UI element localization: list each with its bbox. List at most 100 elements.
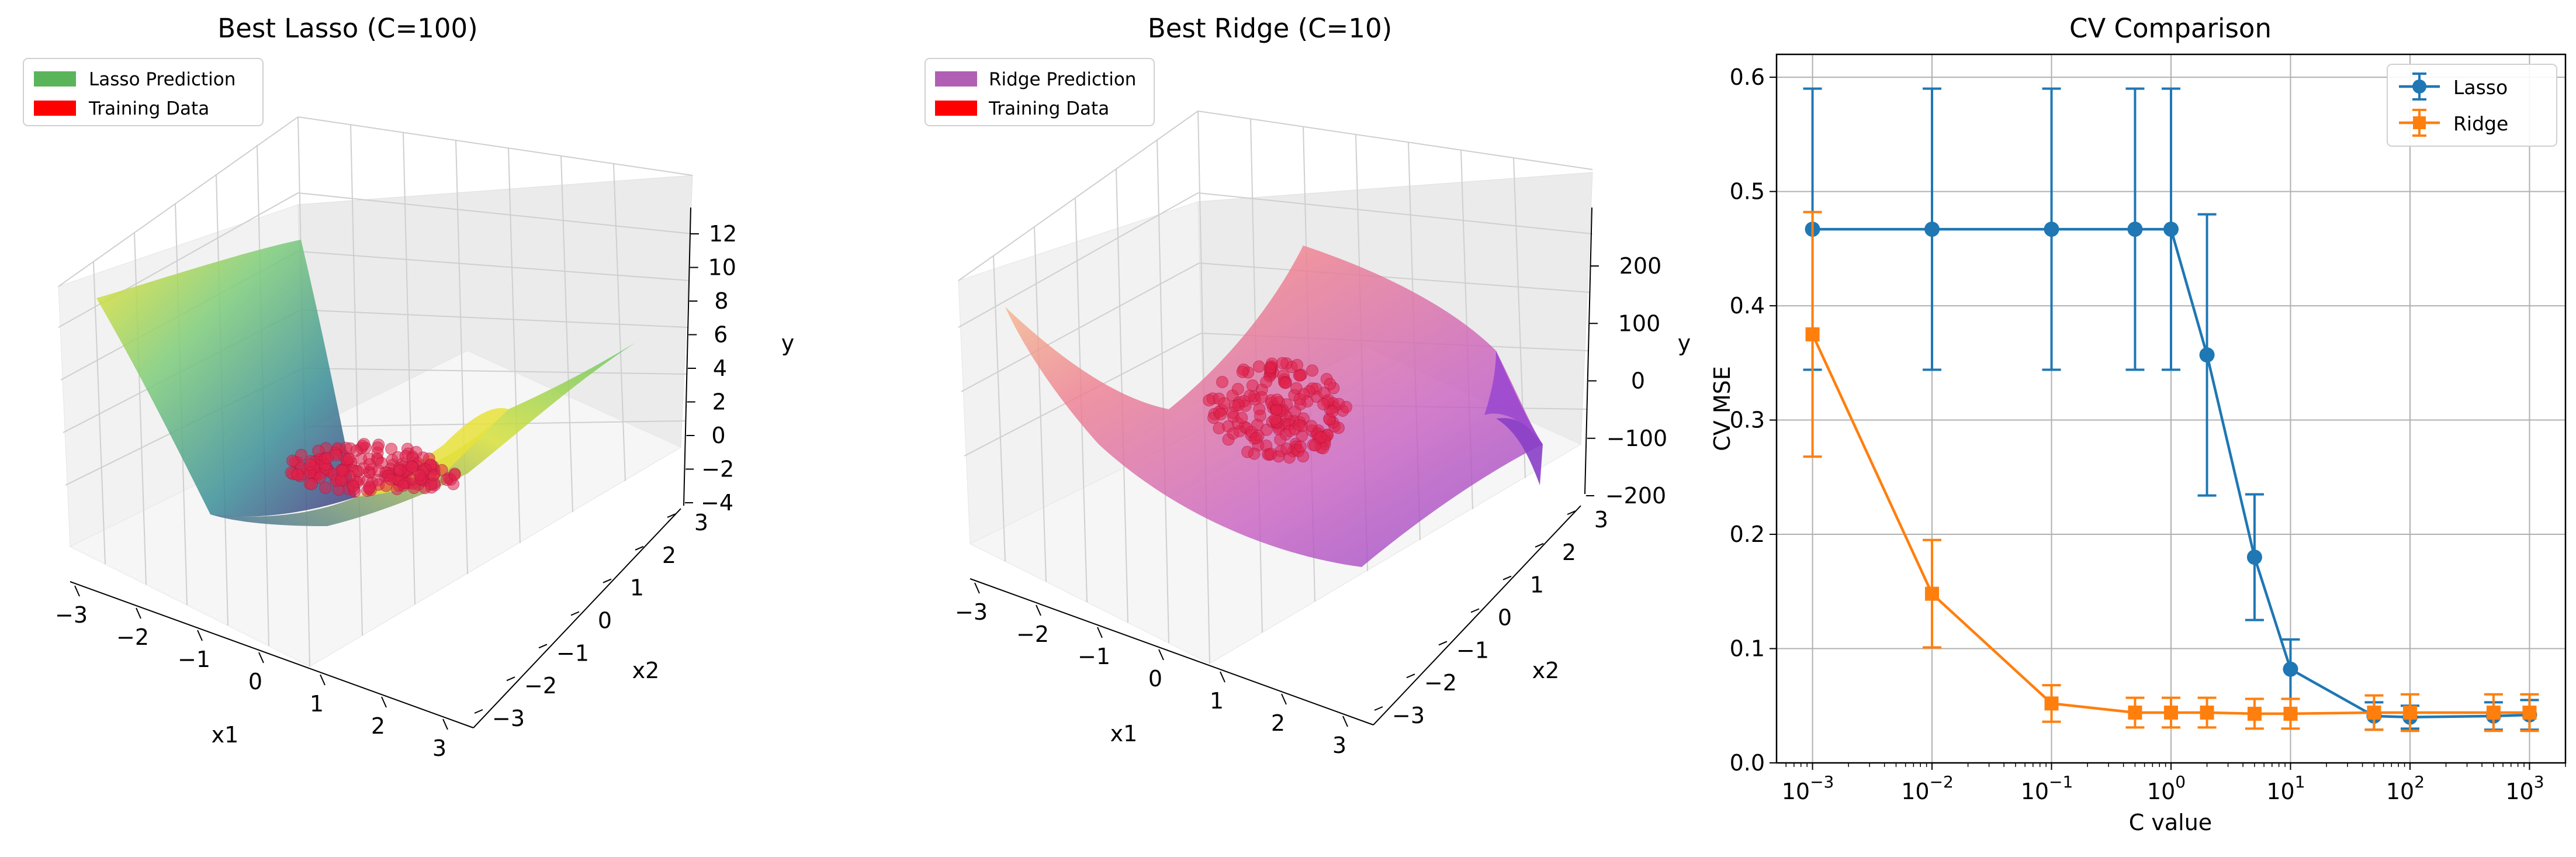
- lasso-x1-tick-label: 3: [432, 735, 446, 761]
- cv-y-tick-label: 0.6: [1730, 64, 1765, 90]
- lasso-x2-tick-mark: [603, 578, 612, 583]
- ridge-x2-tick-mark: [1535, 542, 1544, 548]
- cv-comparison-panel: CV Comparison 0.00.10.20.30.40.50.6 10−3…: [1709, 13, 2567, 835]
- cv-y-tick-label: 0.5: [1730, 179, 1765, 205]
- cv-x-tick-exp: 3: [2534, 772, 2544, 792]
- ridge-training-point: [1231, 383, 1244, 395]
- cv-x-tick-exp: −2: [1930, 772, 1954, 792]
- cv-x-tick-exp: 2: [2414, 772, 2425, 792]
- lasso-x1-axis: −3 −2 −1 0 1 2 3 x1: [55, 581, 474, 761]
- ridge-z-tick-label: −200: [1605, 483, 1666, 509]
- ridge-training-point: [1255, 391, 1268, 403]
- ridge-training-point: [1232, 399, 1245, 412]
- cv-x-label: C value: [2129, 810, 2212, 835]
- cv-x-tick-base: 10: [2386, 779, 2414, 804]
- ridge-x1-label: x1: [1110, 721, 1138, 747]
- cv-x-tick-label: 103: [2505, 772, 2544, 804]
- cv-point-ridge: [1805, 327, 1820, 341]
- lasso-training-point: [342, 452, 355, 465]
- ridge-training-point: [1203, 394, 1216, 407]
- ridge-training-point: [1293, 419, 1306, 431]
- cv-point-ridge: [2247, 706, 2262, 721]
- ridge-x1-tick-mark: [974, 582, 980, 594]
- ridge-z-tick-label: 200: [1619, 253, 1662, 279]
- ridge-training-point: [1276, 357, 1289, 369]
- ridge-x2-tick-mark: [1374, 706, 1383, 711]
- cv-legend-label-lasso: Lasso: [2453, 76, 2508, 99]
- cv-x-tick-base: 10: [1901, 779, 1929, 804]
- ridge-training-point: [1289, 405, 1301, 418]
- cv-x-tick-exp: 1: [2295, 772, 2305, 792]
- ridge-surface-tail: [1496, 418, 1543, 485]
- lasso-training-point: [427, 469, 440, 482]
- cv-point-lasso: [2127, 222, 2143, 237]
- lasso-legend: Lasso Prediction Training Data: [23, 58, 264, 126]
- ridge-training-point: [1280, 443, 1293, 455]
- ridge-z-tick-label: 0: [1631, 368, 1645, 394]
- ridge-surface-fold: [1484, 351, 1543, 444]
- lasso-surface-left: [96, 240, 356, 517]
- cv-legend-marker: [2413, 116, 2426, 129]
- ridge-x1-tick-mark: [1036, 604, 1041, 616]
- cv-y-tick-label: 0.2: [1730, 521, 1765, 547]
- cv-point-ridge: [1925, 586, 1940, 601]
- cv-legend-marker: [2412, 80, 2426, 94]
- ridge-training-point: [1279, 376, 1292, 389]
- cv-x-tick-base: 10: [2505, 779, 2533, 804]
- lasso-x2-tick-label: 1: [630, 575, 644, 601]
- ridge-x2-tick-mark: [1567, 510, 1576, 515]
- lasso-training-point: [385, 443, 398, 455]
- lasso-training-point: [286, 454, 299, 467]
- lasso-training-point: [363, 458, 376, 471]
- ridge-z-tick-label: 100: [1618, 310, 1661, 336]
- cv-point-ridge: [2200, 705, 2214, 720]
- legend-label-ridge-prediction: Ridge Prediction: [989, 69, 1136, 90]
- lasso-z-tick-label: 2: [712, 389, 726, 415]
- lasso-x1-tick-label: −3: [55, 602, 88, 628]
- lasso-x2-tick-mark: [538, 644, 548, 649]
- cv-x-tick-label: 102: [2386, 772, 2425, 804]
- cv-point-ridge: [2128, 705, 2142, 720]
- lasso-z-tick-label: 10: [708, 255, 736, 281]
- cv-point-ridge: [2367, 705, 2381, 720]
- lasso-z-tick-label: −4: [701, 490, 733, 516]
- ridge-training-point: [1314, 431, 1327, 444]
- cv-y-tick-label: 0.4: [1730, 293, 1765, 319]
- ridge-training-point: [1243, 389, 1256, 402]
- lasso-surface-ridge: [356, 408, 508, 497]
- cv-y-tick-label: 0.3: [1730, 407, 1765, 433]
- lasso-training-point: [358, 438, 371, 451]
- ridge-training-point: [1252, 360, 1265, 373]
- lasso-training-point: [336, 464, 349, 476]
- cv-x-tick-label: 101: [2266, 772, 2305, 804]
- cv-line-ridge: [1811, 333, 2530, 716]
- ridge-x1-tick-label: −1: [1078, 644, 1110, 669]
- lasso-training-point: [413, 469, 426, 482]
- lasso-training-point: [363, 481, 376, 493]
- ridge-training-point: [1250, 431, 1263, 444]
- ridge-training-point: [1218, 397, 1231, 410]
- lasso-training-point: [304, 458, 317, 471]
- ridge-x1-tick-mark: [1342, 716, 1348, 727]
- ridge-training-point: [1235, 412, 1248, 424]
- ridge-training-point: [1291, 359, 1304, 371]
- lasso-x1-tick-label: 0: [248, 669, 262, 694]
- lasso-x1-tick-mark: [197, 630, 203, 641]
- ridge-training-point: [1326, 405, 1339, 418]
- cv-point-ridge: [2044, 696, 2059, 711]
- ridge-x1-axis: −3 −2 −1 0 1 2 3 x1: [955, 578, 1374, 758]
- lasso-x2-tick-mark: [635, 545, 644, 551]
- cv-point-lasso: [2283, 661, 2298, 677]
- cv-x-tick-label: 10−2: [1901, 772, 1954, 804]
- lasso-z-axis: −4 −2 0 2 4 6 8 10 12 y: [683, 207, 794, 516]
- ridge-training-point: [1260, 375, 1273, 388]
- ridge-training-point: [1317, 398, 1330, 410]
- ridge-x2-tick-mark: [1502, 575, 1512, 580]
- cv-legend: Lasso Ridge: [2387, 64, 2557, 147]
- lasso-title: Best Lasso (C=100): [217, 13, 477, 44]
- ridge-x2-tick-mark: [1438, 641, 1448, 646]
- lasso-training-point: [295, 448, 308, 461]
- lasso-x1-label: x1: [212, 722, 239, 748]
- lasso-x2-tick-label: 3: [694, 510, 708, 535]
